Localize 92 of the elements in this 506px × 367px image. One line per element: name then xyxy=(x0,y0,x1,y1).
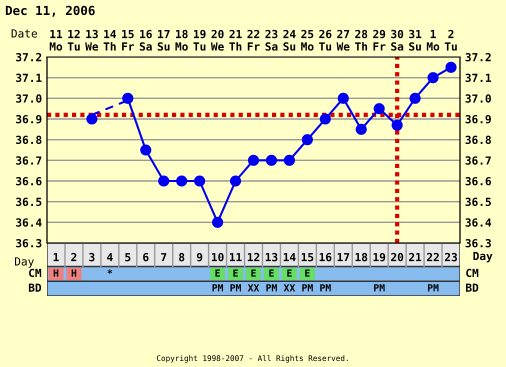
text: E xyxy=(251,270,256,277)
text: XX xyxy=(284,284,296,292)
x2-tick-label: 30 Sa xyxy=(391,30,404,51)
text: E xyxy=(287,270,292,277)
x-tick-label: 17 xyxy=(338,253,350,262)
x-tick-label: 5 xyxy=(125,253,130,262)
x2-tick-label: 16 Sa xyxy=(140,30,152,51)
x-tick-label: 8 xyxy=(179,252,184,262)
text: H xyxy=(72,270,76,277)
text: PM xyxy=(266,284,277,292)
x-tick-label: 23 xyxy=(444,252,457,262)
x2-tick-label: 12 Tu xyxy=(68,30,80,51)
y2-tick-label: 36.5 xyxy=(466,198,491,206)
y-tick-label: 36.8 xyxy=(16,136,42,144)
text: PM xyxy=(428,284,439,292)
x2-tick-label: 31 Su xyxy=(409,30,422,51)
x2-tick-label: 18 Mo xyxy=(175,30,188,51)
x2-tick-label: 13 We xyxy=(85,30,98,51)
x2-tick-label: 22 Fr xyxy=(247,30,260,51)
y-tick-label: 37.1 xyxy=(16,74,42,82)
x-tick-label: 10 xyxy=(212,252,224,262)
text: PM xyxy=(212,284,224,292)
x2-tick-label: 23 Sa xyxy=(265,30,278,51)
y2-tick-label: 37.0 xyxy=(466,94,491,103)
x-tick-label: 19 xyxy=(374,252,386,262)
y-tick-label: 36.9 xyxy=(16,114,42,124)
x-tick-label: 6 xyxy=(143,252,149,262)
x-tick-label: 2 xyxy=(71,252,76,262)
text: XX xyxy=(248,284,260,292)
x2-tick-label: 1 Mo xyxy=(426,30,440,51)
x-tick-label: 16 xyxy=(320,252,332,262)
y2-tick-label: 37.1 xyxy=(466,74,492,82)
x-tick-label: 11 xyxy=(230,253,242,262)
x-tick-label: 14 xyxy=(284,253,296,262)
text: PM xyxy=(374,284,385,292)
x-tick-label: 22 xyxy=(427,252,439,262)
text: E xyxy=(269,270,274,277)
x-tick-label: 13 xyxy=(266,252,278,262)
x-tick-label: 3 xyxy=(89,252,95,262)
y-tick-label: 36.4 xyxy=(16,218,42,227)
x2-tick-label: 20 We xyxy=(210,30,224,51)
y-tick-label: 36.7 xyxy=(16,156,42,165)
text: PM xyxy=(230,284,241,292)
text: E xyxy=(233,270,238,277)
x2-tick-label: 25 Mo xyxy=(301,30,314,51)
x-tick-label: 21 xyxy=(409,252,422,262)
x-tick-label: 15 xyxy=(302,253,314,262)
x-tick-label: 1 xyxy=(54,253,59,262)
text: H xyxy=(54,270,58,277)
y-tick-label: 37.2 xyxy=(16,52,42,62)
chart-title: Dec 11, 2006 xyxy=(6,6,95,17)
y2-tick-label: 36.7 xyxy=(466,156,491,165)
y2-tick-label: 36.4 xyxy=(466,218,492,227)
x2-tick-label: 29 Fr xyxy=(373,30,386,51)
x2-tick-label: 14 Th xyxy=(104,30,116,51)
y2-tick-label: 37.2 xyxy=(466,52,491,62)
y-tick-label: 36.3 xyxy=(16,238,42,248)
x2-tick-label: 24 Su xyxy=(283,30,296,51)
x-tick-label: 9 xyxy=(196,252,202,262)
x-tick-label: 7 xyxy=(161,253,166,262)
x2-tick-label: 2 Tu xyxy=(444,30,457,51)
x2-tick-label: 15 Fr xyxy=(122,30,134,51)
text: * xyxy=(107,269,112,274)
y-tick-label: 37.0 xyxy=(16,94,42,103)
y-tick-label: 36.6 xyxy=(16,176,42,186)
y2-tick-label: 36.6 xyxy=(466,176,492,186)
text: PM xyxy=(302,284,313,292)
x-tick-label: 20 xyxy=(391,252,404,262)
x2-tick-label: 27 We xyxy=(336,30,350,51)
x2-tick-label: 28 Th xyxy=(355,30,368,51)
y2-tick-label: 36.9 xyxy=(466,114,491,124)
y2-tick-label: 36.8 xyxy=(466,136,491,144)
x2-axis-title: Date xyxy=(12,29,38,38)
x2-tick-label: 21 Th xyxy=(229,30,242,51)
text: E xyxy=(305,270,310,277)
x2-tick-label: 17 Su xyxy=(158,30,170,51)
category-label: BD xyxy=(466,284,478,292)
x-tick-label: 12 xyxy=(248,252,260,262)
text: Day xyxy=(14,257,34,268)
x2-tick-label: 11 Mo xyxy=(50,30,62,51)
category-label: BD xyxy=(28,284,42,292)
y2-tick-label: 36.3 xyxy=(466,238,491,248)
y-tick-label: 36.5 xyxy=(16,198,42,206)
x-axis-title: Day xyxy=(473,252,492,262)
category-label: CM xyxy=(29,268,42,278)
x2-tick-label: 26 Tu xyxy=(319,30,332,51)
category-label: CM xyxy=(466,268,478,278)
x-tick-label: 4 xyxy=(107,253,113,262)
text: PM xyxy=(320,284,331,292)
x2-tick-label: 19 Tu xyxy=(193,30,206,51)
x-tick-label: 18 xyxy=(356,252,368,262)
text: E xyxy=(215,270,220,277)
